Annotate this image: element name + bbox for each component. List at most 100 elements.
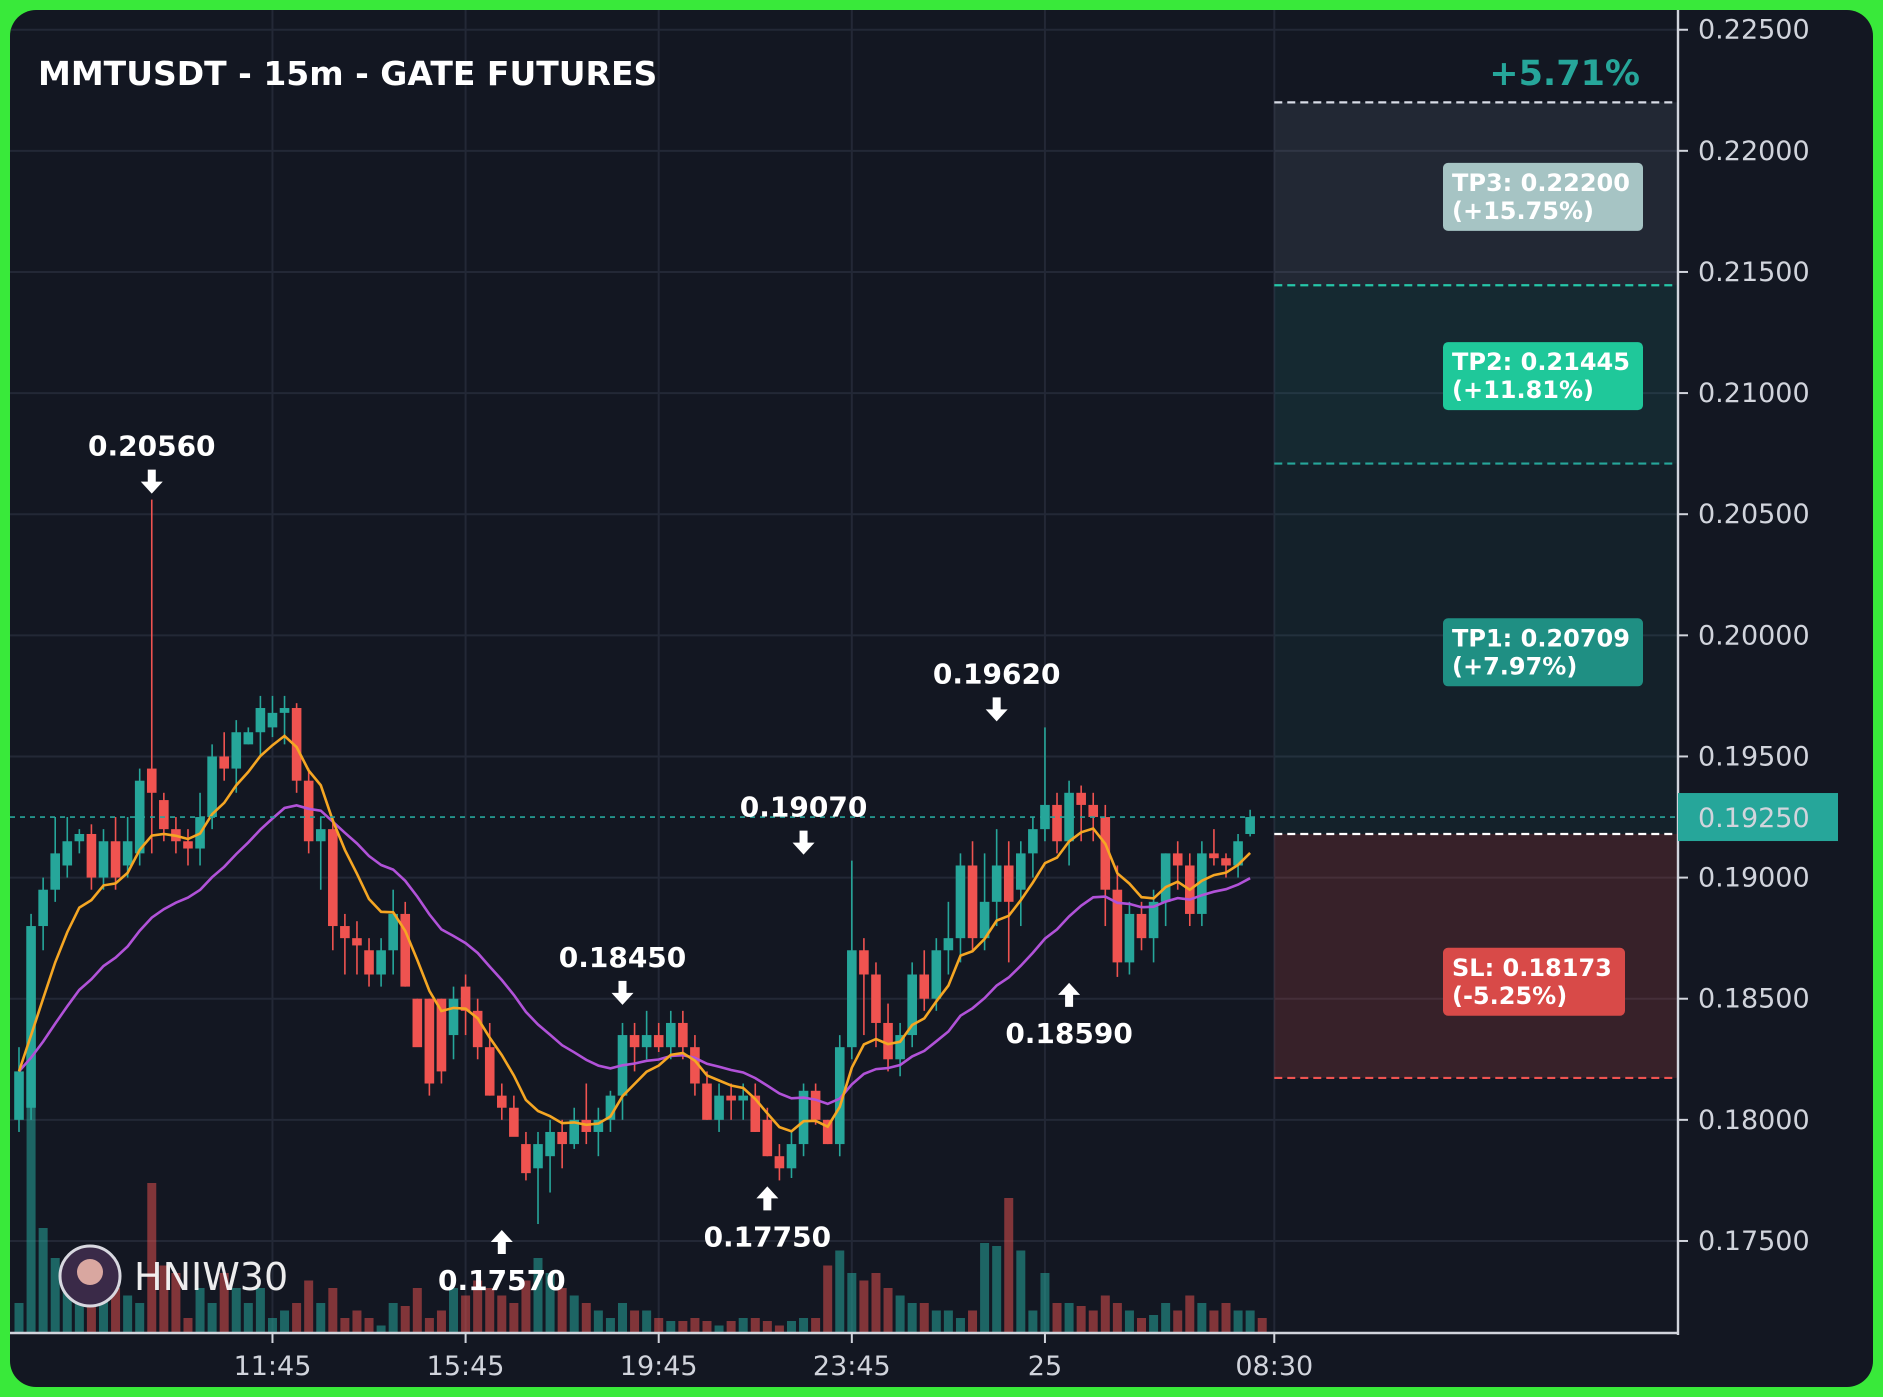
- volume-bar: [304, 1280, 314, 1333]
- candlestick-chart[interactable]: TP3: 0.22200(+15.75%) TP2: 0.21445(+11.81…: [10, 10, 1873, 1387]
- volume-bar: [605, 1318, 615, 1333]
- volume-bar: [364, 1318, 374, 1333]
- volume-bar: [1149, 1315, 1159, 1333]
- candle-body: [871, 974, 881, 1023]
- volume-bar: [1137, 1318, 1147, 1333]
- volume-bar: [1004, 1198, 1014, 1333]
- candle-body: [1124, 913, 1135, 963]
- volume-bar: [726, 1321, 736, 1333]
- volume-bar: [521, 1280, 531, 1333]
- candle-body: [557, 1131, 567, 1145]
- candle-body: [774, 1156, 785, 1169]
- candle-body: [388, 913, 398, 951]
- candle-body: [847, 950, 857, 1048]
- candle-body: [340, 926, 350, 939]
- chart-title: MMTUSDT - 15m - GATE FUTURES: [38, 54, 657, 93]
- volume-bar: [1040, 1273, 1050, 1333]
- volume-bar: [449, 1288, 459, 1333]
- volume-bar: [1197, 1303, 1207, 1333]
- candle-body: [810, 1090, 821, 1120]
- candle-body: [219, 756, 229, 769]
- candle-body: [291, 708, 302, 781]
- candle-body: [1245, 817, 1255, 834]
- volume-bar: [328, 1288, 338, 1333]
- candle-body: [919, 974, 930, 999]
- volume-bar: [593, 1310, 603, 1333]
- arrow-down-icon: [140, 469, 163, 494]
- arrow-up-icon: [490, 1230, 513, 1255]
- y-tick-label: 0.18000: [1698, 1105, 1810, 1136]
- candle-body: [400, 913, 411, 987]
- tp3-label: TP3: 0.22200: [1452, 169, 1630, 197]
- volume-bar: [955, 1318, 965, 1333]
- volume-bar: [557, 1288, 567, 1333]
- candle-body: [569, 1119, 580, 1145]
- volume-bar: [618, 1303, 627, 1333]
- trade-zones: [1274, 102, 1678, 1078]
- ema-slow-line: [18, 804, 1251, 1106]
- volume-bar: [1209, 1310, 1219, 1333]
- candle-body: [859, 950, 869, 975]
- candle-body: [714, 1095, 724, 1120]
- arrow-up-icon: [1058, 982, 1081, 1007]
- volume-bar: [388, 1303, 398, 1333]
- y-tick-label: 0.21500: [1698, 257, 1810, 288]
- volume-bar: [1112, 1303, 1122, 1333]
- volume-bar: [811, 1318, 821, 1333]
- candle-body: [629, 1035, 640, 1048]
- volume-bar: [992, 1246, 1002, 1333]
- volume-bar: [497, 1295, 507, 1333]
- volume-bars: [14, 1093, 1267, 1333]
- tp1-badge: [1443, 618, 1643, 687]
- candle-body: [750, 1095, 761, 1132]
- volume-bar: [931, 1310, 941, 1333]
- volume-bar: [1221, 1303, 1231, 1333]
- volume-bar: [859, 1280, 869, 1333]
- candle-body: [364, 950, 374, 975]
- tp3-badge: [1443, 162, 1643, 231]
- candle-body: [653, 1035, 664, 1048]
- sl-percent: (-5.25%): [1452, 982, 1567, 1010]
- candle-body: [1028, 829, 1038, 854]
- candle-body: [98, 841, 109, 878]
- candle-body: [315, 829, 326, 842]
- candle-body: [1197, 853, 1207, 914]
- annotation-label: 0.19620: [933, 657, 1061, 690]
- volume-bar: [847, 1273, 857, 1333]
- candle-body: [967, 865, 978, 939]
- candle-body: [472, 1010, 483, 1048]
- candle-body: [955, 865, 966, 939]
- x-tick-label: 23:45: [813, 1351, 891, 1382]
- candle-body: [38, 889, 48, 927]
- y-tick-label: 0.17500: [1698, 1226, 1810, 1257]
- candle-body: [376, 950, 386, 975]
- candle-body: [122, 841, 133, 866]
- candle-body: [822, 1119, 833, 1145]
- candle-body: [533, 1144, 543, 1169]
- volume-bar: [738, 1318, 748, 1333]
- candle-body: [62, 841, 73, 866]
- volume-bar: [895, 1295, 905, 1333]
- volume-bar: [267, 1318, 277, 1333]
- x-tick-label: 15:45: [427, 1351, 505, 1382]
- x-tick-label: 11:45: [234, 1351, 312, 1382]
- candle-body: [1064, 792, 1074, 842]
- volume-bar: [835, 1250, 845, 1333]
- volume-bar: [823, 1265, 833, 1333]
- volume-bar: [654, 1318, 664, 1333]
- candle-body: [545, 1131, 555, 1157]
- price-levels: TP3: 0.22200(+15.75%) TP2: 0.21445(+11.81…: [10, 101, 1678, 1080]
- candle-body: [460, 986, 471, 1011]
- candle-body: [183, 841, 193, 849]
- change-percent: +5.71%: [1489, 54, 1640, 94]
- volume-bar: [690, 1318, 700, 1333]
- volume-bar: [352, 1310, 362, 1333]
- candle-body: [14, 1071, 24, 1120]
- current-price-tag: [1678, 793, 1838, 842]
- volume-bar: [714, 1325, 724, 1333]
- volume-bar: [1064, 1303, 1074, 1333]
- candle-body: [1221, 858, 1231, 866]
- volume-bar: [509, 1303, 519, 1333]
- volume-bar: [786, 1321, 796, 1333]
- candle-body: [74, 833, 85, 842]
